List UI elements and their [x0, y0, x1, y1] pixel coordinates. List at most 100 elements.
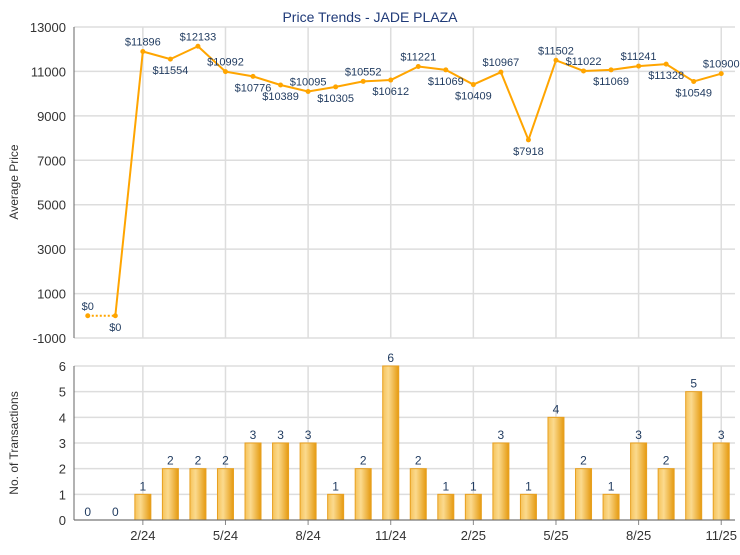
bar-value-label: 2	[580, 454, 587, 468]
data-point	[691, 78, 697, 84]
data-label: $10095	[290, 77, 327, 89]
data-point	[415, 64, 421, 70]
data-label: $11069	[428, 76, 464, 88]
bar	[492, 442, 510, 521]
y-tick-label: 5000	[37, 198, 66, 213]
data-label: $11069	[593, 76, 629, 88]
line-segment	[280, 84, 309, 93]
line-segment	[527, 59, 557, 141]
bar-value-label: 3	[718, 428, 725, 442]
transactions-panel: 6 5 4 3 2 1 0 2/24 5/24 8/24 11/24 2/25 5/25 8/25 11/2…	[59, 351, 737, 543]
x-tick-label: 11/24	[375, 528, 407, 543]
bar-value-label: 3	[277, 428, 284, 442]
data-point	[85, 313, 91, 319]
data-point	[167, 56, 173, 62]
y-tick-label: -1000	[33, 331, 66, 346]
bar-value-label: 3	[635, 428, 642, 442]
line-segment	[693, 72, 722, 83]
x-tick-label: 11/25	[705, 528, 737, 543]
bar-value-label: 1	[470, 479, 477, 493]
chart-title: Price Trends - JADE PLAZA	[282, 9, 458, 25]
data-label: $11502	[538, 45, 574, 57]
bar-value-label: 2	[663, 454, 670, 468]
line-segment	[390, 65, 419, 81]
data-label: $10612	[372, 86, 409, 98]
data-point	[360, 78, 366, 84]
line-segment	[638, 63, 667, 68]
bar-value-label: 0	[112, 505, 119, 519]
bar	[134, 493, 152, 521]
bar-value-label: 2	[415, 454, 422, 468]
data-point	[250, 73, 256, 79]
y-axis-label-transactions: No. of Transactions	[7, 391, 21, 494]
x-tick-label: 8/25	[626, 528, 651, 543]
bar	[464, 493, 482, 521]
data-label: $12133	[180, 31, 217, 43]
bar-value-label: 1	[442, 479, 449, 493]
x-tick-label: 5/25	[543, 528, 568, 543]
y-tick-label: 2	[59, 462, 66, 477]
bar-value-label: 4	[553, 402, 560, 416]
data-point	[305, 89, 311, 95]
bar-value-label: 2	[222, 454, 229, 468]
y-axis-label-price: Average Price	[7, 144, 21, 219]
bar	[657, 468, 675, 521]
x-tick-label: 2/24	[130, 528, 155, 543]
data-label: $10776	[235, 82, 272, 94]
bar	[519, 493, 537, 521]
data-point	[608, 67, 614, 73]
line-segment	[583, 68, 612, 72]
data-label: $11221	[400, 52, 436, 64]
line-segment	[472, 71, 502, 86]
bar	[327, 493, 345, 521]
y-tick-label: 5	[59, 385, 66, 400]
data-point	[278, 82, 284, 88]
y-tick-label: 9000	[37, 109, 66, 124]
data-point	[525, 137, 531, 143]
x-tick-label: 2/25	[461, 528, 486, 543]
data-point	[663, 61, 669, 67]
data-label: $0	[109, 322, 121, 334]
data-point	[112, 313, 118, 319]
bar	[712, 442, 730, 521]
data-point	[443, 67, 449, 73]
y-tick-label: 6	[59, 359, 66, 374]
bar	[630, 442, 648, 521]
bar	[272, 442, 290, 521]
y-tick-label: 4	[59, 410, 66, 425]
bar	[685, 391, 703, 521]
y-tick-label: 11000	[31, 64, 66, 79]
bar-value-label: 1	[140, 479, 147, 493]
y-tick-label: 3000	[37, 242, 66, 257]
data-label: $10552	[345, 66, 382, 78]
data-point	[388, 77, 394, 83]
bar	[437, 493, 455, 521]
data-point	[636, 63, 642, 69]
bar-value-label: 2	[195, 454, 202, 468]
bar	[547, 416, 565, 521]
bar-value-label: 3	[250, 428, 257, 442]
line-segment	[307, 85, 336, 93]
data-point	[222, 69, 228, 75]
data-label: $11022	[566, 56, 602, 68]
data-label: $10967	[483, 57, 520, 69]
bar-value-label: 3	[305, 428, 312, 442]
data-point	[195, 43, 201, 49]
bar-value-label: 3	[498, 428, 505, 442]
data-point	[498, 69, 504, 75]
line-segment	[169, 45, 199, 61]
bar	[244, 442, 262, 521]
data-point	[140, 49, 146, 55]
line-segment	[335, 80, 364, 88]
bar	[161, 468, 179, 521]
bar	[189, 468, 207, 521]
data-label: $10305	[317, 93, 354, 105]
data-label: $11896	[125, 37, 161, 49]
y-tick-label: 3	[59, 436, 66, 451]
data-label: $10409	[455, 91, 492, 103]
data-label: $7918	[513, 146, 544, 158]
line-segment	[197, 45, 227, 73]
line-segment	[499, 71, 530, 141]
bar-value-label: 0	[84, 505, 91, 519]
data-label: $0	[82, 301, 94, 313]
